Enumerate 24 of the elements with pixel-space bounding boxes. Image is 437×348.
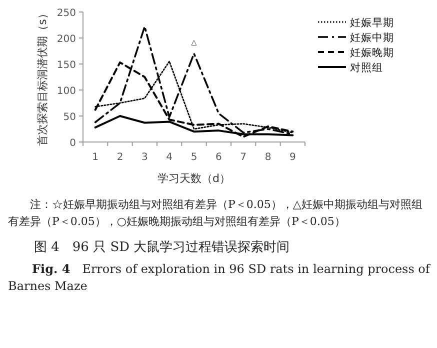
y-axis-title: 首次探索目标洞潜伏期（s） bbox=[36, 8, 49, 146]
x-tick-label: 6 bbox=[215, 152, 222, 163]
x-tick-label: 9 bbox=[289, 152, 296, 163]
text: Fig. 4 Errors of exploration in 96 SD rats in learning process of Barnes Maze bbox=[8, 261, 432, 295]
text: 图 4 96 只 SD 大鼠学习过程错误探索时间 bbox=[33, 239, 291, 256]
legend-label: 妊娠中期 bbox=[350, 31, 394, 44]
x-tick-label: 3 bbox=[141, 152, 148, 163]
legend-label: 妊娠早期 bbox=[350, 17, 394, 29]
legend-label: 妊娠晚期 bbox=[350, 47, 394, 59]
x-tick-label: 8 bbox=[264, 152, 272, 163]
y-tick-label: 50 bbox=[63, 112, 76, 123]
y-tick-label: 0 bbox=[70, 138, 76, 149]
x-tick-label: 5 bbox=[190, 152, 198, 163]
x-tick-label: 4 bbox=[166, 152, 173, 163]
text: 注：☆妊娠早期振动组与对照组有差异（P＜0.05），△妊娠中期振动组与对照组有差异（P＜0.05），○妊娠晚期振动组与对照组有差异（P＜0.05） bbox=[8, 197, 424, 230]
y-tick-label: 250 bbox=[56, 8, 76, 19]
legend-label: 对照组 bbox=[350, 61, 383, 74]
x-tick-label: 1 bbox=[92, 152, 99, 163]
x-axis-title: 学习天数（d） bbox=[158, 172, 230, 185]
y-tick-label: 200 bbox=[56, 34, 76, 45]
y-tick-label: 100 bbox=[56, 86, 76, 97]
x-tick-label: 7 bbox=[240, 152, 247, 163]
y-tick-label: 150 bbox=[56, 60, 76, 71]
x-tick-label: 2 bbox=[116, 152, 124, 163]
